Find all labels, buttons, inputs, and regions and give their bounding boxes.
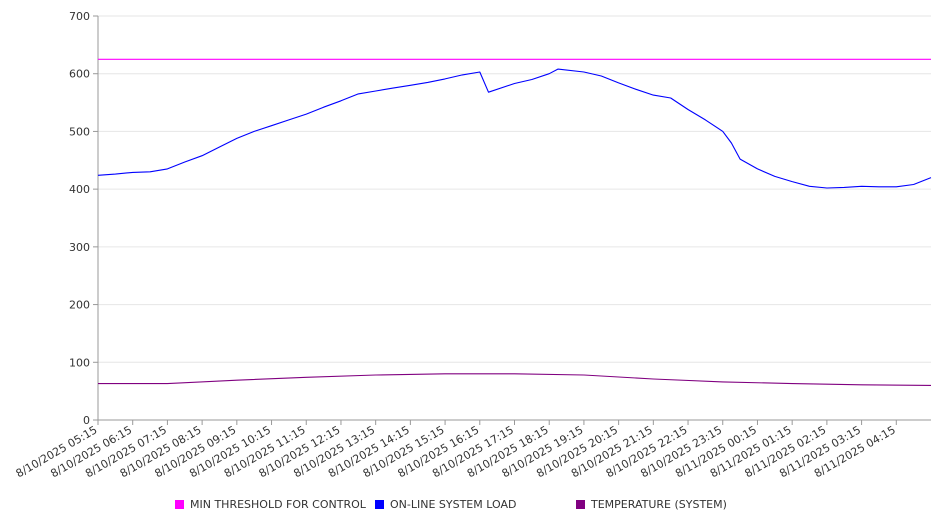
legend-label-temperature: TEMPERATURE (SYSTEM): [591, 498, 727, 511]
y-axis-tick-labels: 0 100 200 300 400 500 600 700: [69, 10, 90, 427]
legend-swatch-min-threshold: [175, 500, 184, 509]
series-line-on-line-system-load: [97, 68, 932, 189]
legend-swatch-temperature: [576, 500, 585, 509]
y-tick-label: 100: [69, 356, 90, 369]
y-tick-label: 0: [83, 414, 90, 427]
axes: [93, 15, 931, 425]
y-tick-label: 700: [69, 10, 90, 23]
legend-label-system-load: ON-LINE SYSTEM LOAD: [390, 498, 517, 511]
legend: MIN THRESHOLD FOR CONTROL ON-LINE SYSTEM…: [0, 498, 946, 514]
y-tick-label: 500: [69, 125, 90, 138]
series-line-temperature-system: [98, 373, 932, 386]
y-tick-label: 200: [69, 299, 90, 312]
legend-item-min-threshold: MIN THRESHOLD FOR CONTROL: [175, 498, 366, 511]
x-axis-tick-labels: 8/10/2025 05:158/10/2025 06:158/10/2025 …: [14, 423, 898, 480]
series-lines: [97, 58, 932, 386]
legend-item-temperature: TEMPERATURE (SYSTEM): [576, 498, 727, 511]
legend-label-min-threshold: MIN THRESHOLD FOR CONTROL: [190, 498, 366, 511]
legend-item-system-load: ON-LINE SYSTEM LOAD: [375, 498, 516, 511]
y-tick-label: 300: [69, 241, 90, 254]
legend-swatch-system-load: [375, 500, 384, 509]
grid-lines: [98, 15, 931, 363]
y-tick-label: 400: [69, 183, 90, 196]
y-tick-label: 600: [69, 68, 90, 81]
